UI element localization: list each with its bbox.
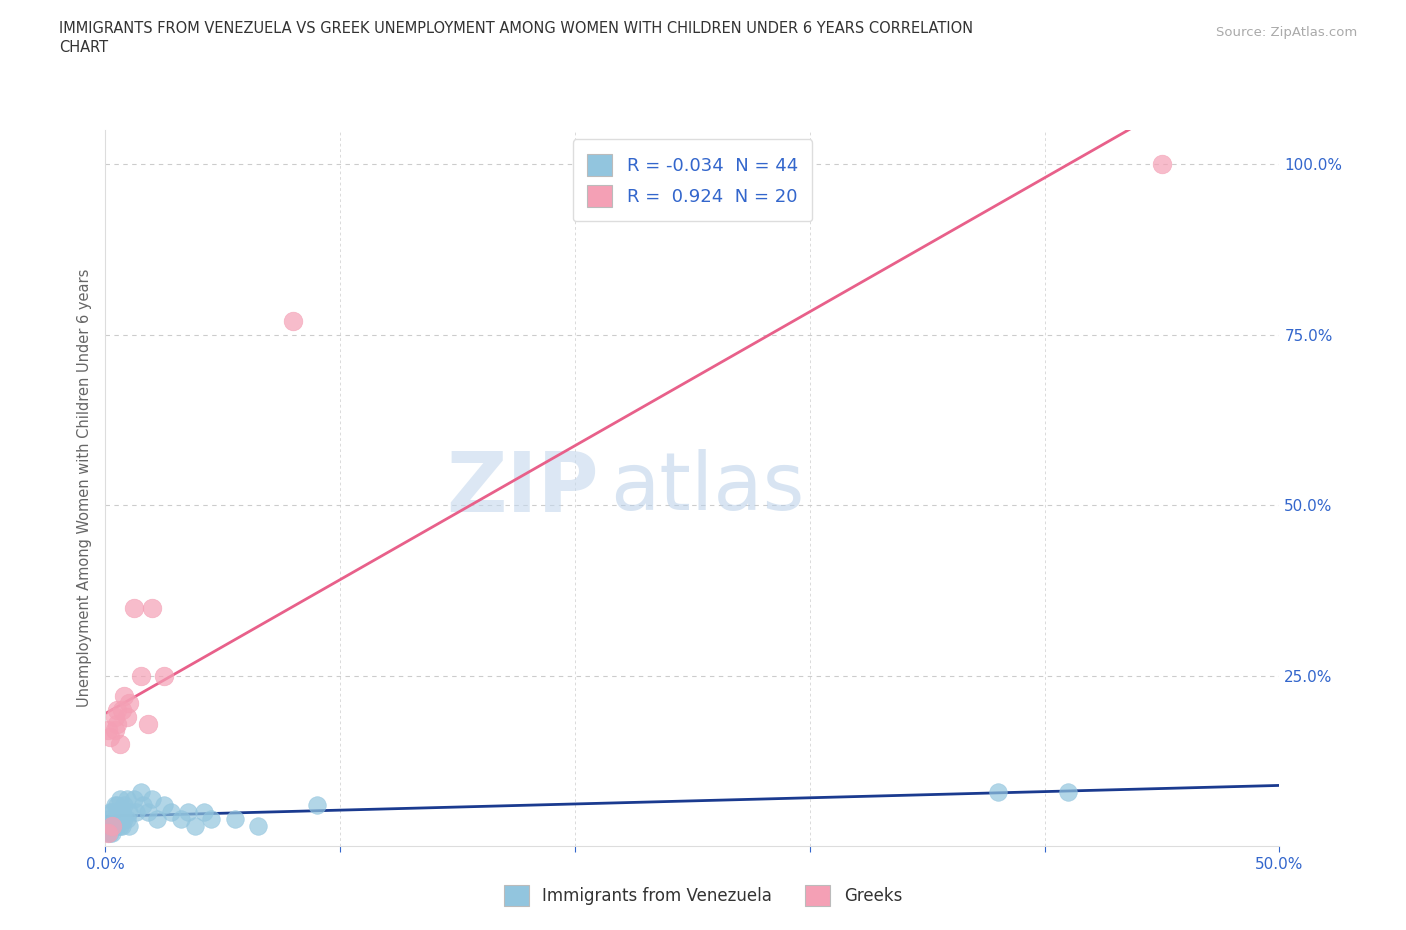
Point [193,804,215,819]
Point [98,804,121,819]
Point [97,812,120,827]
Point [153,669,176,684]
Point [104,812,127,827]
Point [136,804,159,819]
Point [98,818,121,833]
Point [97,825,120,840]
Text: CHART: CHART [59,40,108,55]
Point [122,600,145,615]
Point [136,716,159,731]
Point [1150,157,1173,172]
Point [247,818,270,833]
Text: IMMIGRANTS FROM VENEZUELA VS GREEK UNEMPLOYMENT AMONG WOMEN WITH CHILDREN UNDER : IMMIGRANTS FROM VENEZUELA VS GREEK UNEMP… [59,21,973,36]
Text: Source: ZipAtlas.com: Source: ZipAtlas.com [1216,26,1357,39]
Point [112,812,135,827]
Point [283,313,305,328]
Point [115,791,138,806]
Point [108,791,131,806]
Point [224,812,246,827]
Point [305,798,328,813]
Point [111,804,134,819]
Point [141,791,163,806]
Point [183,818,205,833]
Point [125,804,148,819]
Text: ZIP: ZIP [446,447,599,529]
Text: atlas: atlas [610,449,804,527]
Point [105,798,128,813]
Point [112,689,135,704]
Point [105,702,128,717]
Point [105,812,128,827]
Point [111,818,134,833]
Point [101,804,124,819]
Point [101,825,124,840]
Point [129,784,152,799]
Point [118,696,141,711]
Point [122,791,145,806]
Point [118,804,141,819]
Legend: Immigrants from Venezuela, Greeks: Immigrants from Venezuela, Greeks [498,879,908,912]
Point [115,812,138,827]
Y-axis label: Unemployment Among Women with Children Under 6 years: Unemployment Among Women with Children U… [77,269,93,708]
Point [101,818,124,833]
Point [104,710,127,724]
Point [987,784,1010,799]
Point [1057,784,1080,799]
Point [200,812,222,827]
Point [98,730,121,745]
Point [98,825,121,840]
Point [105,716,128,731]
Point [176,804,198,819]
Point [153,798,176,813]
Legend: R = -0.034  N = 44, R =  0.924  N = 20: R = -0.034 N = 44, R = 0.924 N = 20 [572,140,813,221]
Point [104,818,127,833]
Point [104,798,127,813]
Point [118,818,141,833]
Point [146,812,169,827]
Point [112,798,135,813]
Point [132,798,155,813]
Point [115,710,138,724]
Point [101,818,124,833]
Point [169,812,191,827]
Point [129,669,152,684]
Point [97,723,120,737]
Point [105,818,128,833]
Point [97,825,120,840]
Point [108,737,131,751]
Point [141,600,163,615]
Point [104,723,127,737]
Point [160,804,183,819]
Point [111,702,134,717]
Point [108,818,131,833]
Point [108,804,131,819]
